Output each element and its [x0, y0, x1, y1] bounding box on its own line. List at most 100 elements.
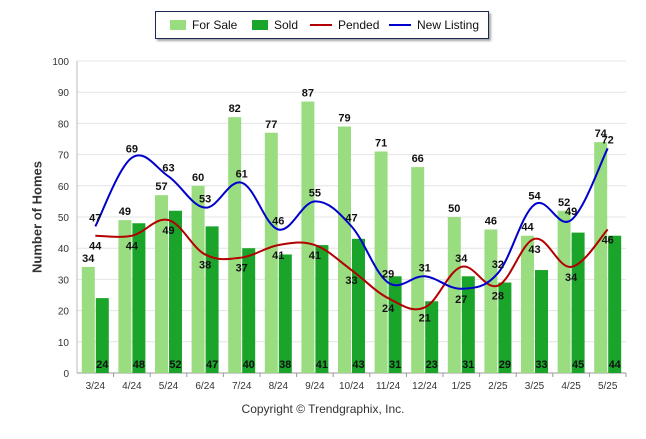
data-label-pended: 44: [89, 241, 102, 253]
bar-for-sale: [191, 185, 205, 373]
bar-for-sale: [521, 235, 534, 373]
data-label-for-sale: 60: [192, 172, 204, 184]
bar-for-sale: [557, 210, 571, 373]
data-label-sold: 41: [316, 359, 328, 371]
bar-for-sale: [118, 220, 132, 373]
line-pended: [95, 218, 609, 311]
legend-label-for-sale: For Sale: [192, 18, 238, 32]
bar-sold: [352, 238, 365, 373]
data-label-pended: 46: [602, 234, 614, 246]
x-tick-label: 1/25: [452, 381, 472, 392]
data-label-new-listing: 54: [528, 191, 541, 203]
data-label-for-sale: 46: [485, 215, 497, 227]
legend-label-new-listing: New Listing: [417, 18, 480, 32]
x-tick-label: 2/25: [488, 381, 508, 392]
legend-swatch-sold: [252, 20, 268, 30]
data-label-new-listing: 47: [89, 212, 101, 224]
bar-sold: [95, 298, 109, 373]
x-tick-label: 4/24: [122, 381, 142, 392]
data-label-pended: 49: [162, 225, 174, 237]
bar-for-sale: [447, 217, 461, 373]
data-label-sold: 48: [133, 359, 145, 371]
data-label-new-listing: 47: [345, 212, 357, 224]
x-tick-label: 12/24: [412, 381, 437, 392]
legend-label-pended: Pended: [338, 18, 380, 32]
bar-sold: [535, 270, 548, 373]
data-label-new-listing: 63: [162, 162, 174, 174]
data-label-sold: 47: [206, 359, 218, 371]
y-tick-label: 100: [52, 57, 69, 68]
data-label-pended: 37: [236, 263, 248, 275]
y-tick-label: 60: [58, 182, 70, 193]
bar-for-sale: [484, 229, 498, 373]
data-label-for-sale: 82: [229, 103, 241, 115]
x-tick-label: 3/25: [525, 381, 545, 392]
data-label-pended: 33: [345, 275, 357, 287]
data-label-sold: 45: [572, 359, 584, 371]
line-new-listing: [94, 147, 609, 290]
x-tick-label: 7/24: [232, 381, 252, 392]
bar-for-sale: [594, 142, 608, 373]
data-label-pended: 24: [382, 303, 395, 315]
data-label-pended: 43: [528, 244, 540, 256]
y-tick-label: 40: [58, 244, 70, 255]
legend-label-sold: Sold: [274, 18, 299, 32]
x-tick-label: 11/24: [376, 381, 401, 392]
data-label-new-listing: 31: [419, 262, 431, 274]
y-tick-label: 80: [58, 119, 70, 130]
legend-swatch-for-sale: [170, 20, 186, 30]
data-label-new-listing: 72: [602, 134, 614, 146]
y-tick-label: 10: [58, 338, 70, 349]
data-label-new-listing: 61: [236, 169, 248, 181]
bar-for-sale: [374, 151, 388, 373]
data-label-pended: 34: [565, 272, 578, 284]
bar-for-sale: [338, 126, 351, 374]
data-label-new-listing: 53: [199, 194, 211, 206]
data-label-for-sale: 66: [412, 153, 424, 165]
data-label-pended: 44: [126, 241, 139, 253]
data-label-pended: 21: [419, 312, 431, 324]
data-label-sold: 29: [499, 359, 511, 371]
x-tick-label: 8/24: [269, 381, 289, 392]
data-label-new-listing: 27: [455, 294, 467, 306]
y-tick-label: 90: [58, 88, 70, 99]
data-label-sold: 24: [96, 359, 109, 371]
data-label-sold: 52: [169, 359, 181, 371]
data-label-for-sale: 49: [119, 206, 131, 218]
legend: For Sale Sold Pended New Listing: [155, 11, 489, 39]
data-label-sold: 31: [462, 359, 474, 371]
bar-for-sale: [301, 101, 315, 373]
data-label-for-sale: 57: [155, 181, 167, 193]
data-label-pended: 34: [455, 253, 468, 265]
x-tick-label: 4/25: [561, 381, 581, 392]
bar-for-sale: [411, 167, 425, 373]
y-tick-label: 0: [63, 369, 69, 380]
bar-sold: [242, 248, 256, 373]
x-tick-label: 3/24: [86, 381, 106, 392]
y-axis-title-text: Number of Homes: [29, 161, 45, 273]
data-label-new-listing: 46: [272, 215, 284, 227]
data-label-for-sale: 79: [338, 113, 350, 125]
x-tick-label: 5/25: [598, 381, 618, 392]
data-label-for-sale: 50: [448, 203, 460, 215]
bar-sold: [315, 245, 329, 373]
data-label-sold: 43: [352, 359, 364, 371]
data-label-new-listing: 29: [382, 269, 394, 281]
x-tick-label: 5/24: [159, 381, 179, 392]
data-label-new-listing: 55: [309, 187, 321, 199]
bar-sold: [498, 282, 512, 373]
data-label-for-sale: 74: [595, 128, 608, 140]
data-label-new-listing: 69: [126, 144, 138, 156]
data-label-sold: 33: [535, 359, 547, 371]
legend-line-new-listing: [389, 24, 411, 26]
x-tick-label: 10/24: [339, 381, 364, 392]
y-tick-label: 30: [58, 275, 70, 286]
bar-sold: [278, 254, 292, 373]
data-label-for-sale: 87: [302, 88, 314, 100]
bar-for-sale: [228, 117, 242, 373]
data-label-pended: 41: [309, 250, 321, 262]
data-label-for-sale: 52: [558, 197, 570, 209]
bar-sold: [425, 301, 439, 373]
